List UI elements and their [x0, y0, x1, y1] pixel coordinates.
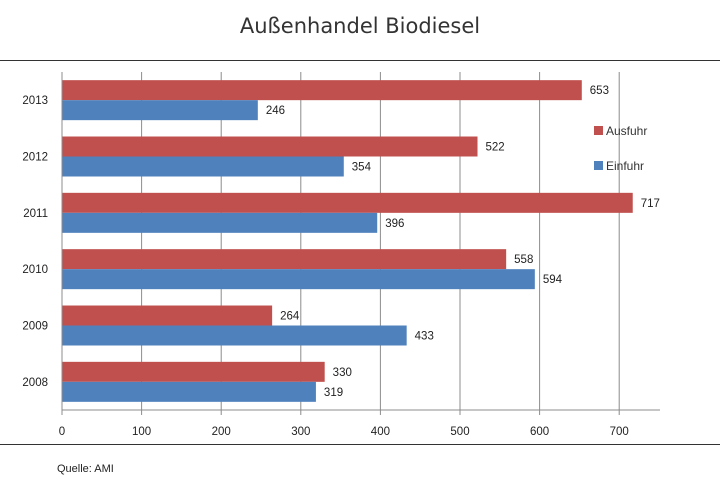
data-label-ausfuhr-2008: 330: [333, 367, 352, 379]
y-tick-label-2012: 2012: [22, 152, 48, 164]
x-tick-label-600: 600: [530, 426, 549, 438]
legend-swatch-einfuhr: [594, 161, 603, 170]
x-tick-label-300: 300: [291, 426, 310, 438]
legend-label-ausfuhr: Ausfuhr: [606, 124, 647, 138]
data-label-ausfuhr-2009: 264: [280, 311, 300, 323]
legend-label-einfuhr: Einfuhr: [606, 159, 644, 173]
data-label-ausfuhr-2011: 717: [641, 198, 660, 210]
top-divider: [0, 60, 720, 61]
x-tick-label-0: 0: [59, 426, 65, 438]
bar-ausfuhr-2008: [62, 361, 325, 382]
bar-ausfuhr-2010: [62, 249, 507, 270]
data-label-ausfuhr-2010: 558: [514, 254, 533, 266]
data-label-einfuhr-2011: 396: [385, 218, 404, 230]
bottom-divider: [0, 444, 720, 445]
data-label-einfuhr-2008: 319: [324, 387, 343, 399]
data-label-einfuhr-2012: 354: [352, 162, 372, 174]
legend-swatch-ausfuhr: [594, 126, 603, 135]
bar-ausfuhr-2013: [62, 80, 582, 101]
x-tick-label-700: 700: [610, 426, 629, 438]
x-tick-label-400: 400: [371, 426, 390, 438]
data-label-einfuhr-2010: 594: [543, 274, 563, 286]
source-note: Quelle: AMI: [57, 463, 114, 475]
bar-einfuhr-2010: [62, 269, 535, 290]
x-tick-label-500: 500: [450, 426, 469, 438]
bar-einfuhr-2011: [62, 212, 378, 233]
chart-title: Außenhandel Biodiesel: [239, 14, 481, 38]
y-tick-label-2009: 2009: [22, 321, 48, 333]
y-tick-label-2011: 2011: [23, 208, 48, 220]
x-tick-label-200: 200: [212, 426, 231, 438]
y-tick-label-2008: 2008: [22, 377, 48, 389]
data-label-ausfuhr-2012: 522: [486, 142, 505, 154]
y-tick-label-2013: 2013: [22, 95, 48, 107]
bar-einfuhr-2009: [62, 325, 407, 346]
bar-einfuhr-2013: [62, 100, 258, 121]
data-label-einfuhr-2009: 433: [415, 331, 434, 343]
x-tick-label-100: 100: [132, 426, 151, 438]
bar-ausfuhr-2012: [62, 136, 478, 157]
bar-ausfuhr-2011: [62, 192, 633, 213]
y-tick-label-2010: 2010: [22, 264, 48, 276]
data-label-ausfuhr-2013: 653: [590, 85, 609, 97]
data-label-einfuhr-2013: 246: [266, 105, 285, 117]
bar-einfuhr-2012: [62, 156, 344, 177]
bar-ausfuhr-2009: [62, 305, 273, 326]
bar-einfuhr-2008: [62, 381, 316, 402]
